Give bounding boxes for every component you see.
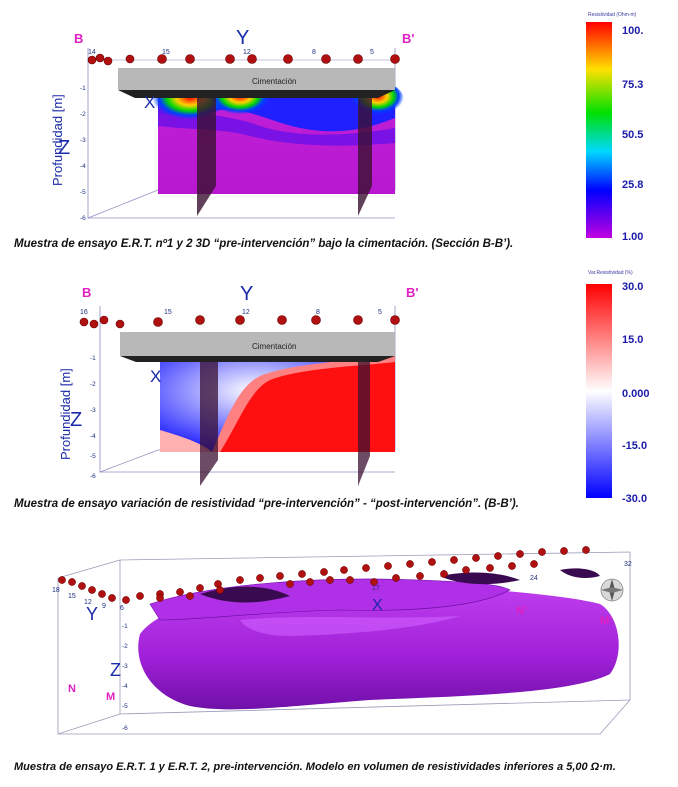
axis-x-label: X bbox=[144, 93, 155, 112]
electrode-number: 6 bbox=[120, 605, 124, 612]
electrode-row bbox=[87, 53, 400, 66]
electrode-number: 15 bbox=[162, 49, 170, 56]
depth-tick: -4 bbox=[80, 163, 86, 170]
resistivity-colorbar: Resistividad (Ohm-m) 100. 75.3 50.5 25.8… bbox=[586, 12, 643, 243]
electrode-number: 24 bbox=[530, 575, 538, 582]
axis-y-label: Y bbox=[240, 283, 253, 305]
depth-tick: -6 bbox=[90, 473, 96, 480]
depth-tick: -2 bbox=[80, 111, 86, 118]
variation-colorbar: Var.Resistividad (%) 30.0 15.0 0.000 -15… bbox=[586, 270, 650, 505]
section-n-right-label: N’ bbox=[516, 605, 527, 617]
depth-tick: -3 bbox=[122, 663, 128, 670]
axis-y-label: Y bbox=[236, 27, 249, 49]
section-start-label: B bbox=[74, 31, 83, 46]
depth-tick: -1 bbox=[122, 623, 128, 630]
colorbar-tick: 1.00 bbox=[622, 231, 643, 243]
electrode-number: 12 bbox=[84, 599, 92, 606]
electrode-number: 9 bbox=[102, 603, 106, 610]
figure-3: 18 15 12 9 6 17 24 32 -1 -2 -3 -4 -5 -6 … bbox=[0, 520, 678, 787]
depth-tick: -4 bbox=[90, 433, 96, 440]
depth-tick: -2 bbox=[90, 381, 96, 388]
compass-icon bbox=[600, 578, 624, 602]
volume-model-3d: 18 15 12 9 6 17 24 32 -1 -2 -3 -4 -5 -6 … bbox=[52, 546, 632, 735]
axis-z-label: Z bbox=[110, 660, 121, 680]
colorbar-tick: 0.000 bbox=[622, 388, 650, 400]
figure-1: Cimentación 14 15 12 8 5 -1 -2 -3 -4 -5 … bbox=[0, 0, 678, 260]
section-end-label: B' bbox=[406, 285, 418, 300]
electrode-number: 12 bbox=[242, 309, 250, 316]
foundation-label: Cimentación bbox=[252, 342, 296, 351]
electrode-number: 8 bbox=[312, 49, 316, 56]
electrode-number: 17 bbox=[372, 585, 380, 592]
colorbar-tick: 30.0 bbox=[622, 281, 643, 293]
figure-2-caption: Muestra de ensayo variación de resistivi… bbox=[14, 498, 519, 510]
depth-tick: -6 bbox=[80, 215, 86, 222]
colorbar-tick: 100. bbox=[622, 25, 643, 37]
axis-x-label: X bbox=[372, 597, 383, 614]
depth-tick: -3 bbox=[90, 407, 96, 414]
electrode-number: 5 bbox=[370, 49, 374, 56]
axis-y-label: Y bbox=[86, 604, 98, 624]
depth-tick: -5 bbox=[122, 703, 128, 710]
colorbar-title: Var.Resistividad (%) bbox=[588, 270, 633, 276]
electrode-number: 14 bbox=[88, 49, 96, 56]
electrode-number: 15 bbox=[164, 309, 172, 316]
colorbar-tick: 75.3 bbox=[622, 79, 643, 91]
colorbar-title: Resistividad (Ohm-m) bbox=[588, 12, 637, 18]
depth-tick: -3 bbox=[80, 137, 86, 144]
colorbar-tick: -30.0 bbox=[622, 493, 647, 505]
depth-tick: -1 bbox=[90, 355, 96, 362]
depth-tick: -6 bbox=[122, 725, 128, 732]
depth-tick: -5 bbox=[90, 453, 96, 460]
section-n-left-label: N bbox=[68, 683, 76, 695]
foundation-label: Cimentación bbox=[252, 77, 296, 86]
figure-2: Cimentación 16 15 12 8 5 -1 -2 -3 -4 -5 … bbox=[0, 262, 678, 520]
electrode-number: 16 bbox=[80, 309, 88, 316]
electrode-number: 12 bbox=[243, 49, 251, 56]
section-start-label: B bbox=[82, 285, 91, 300]
axis-z-label: Z bbox=[70, 409, 82, 431]
depth-tick: -1 bbox=[80, 85, 86, 92]
section-m-right-label: M’ bbox=[600, 615, 612, 627]
electrode-cloud bbox=[58, 546, 590, 604]
colorbar-tick: -15.0 bbox=[622, 440, 647, 452]
section-end-label: B' bbox=[402, 31, 414, 46]
depth-tick: -4 bbox=[122, 683, 128, 690]
depth-tick: -2 bbox=[122, 643, 128, 650]
electrode-row bbox=[79, 315, 400, 329]
depth-axis-label: Profundidad [m] bbox=[58, 368, 73, 460]
resistivity-variation-section: Cimentación 16 15 12 8 5 -1 -2 -3 -4 -5 … bbox=[58, 283, 418, 486]
electrode-number: 5 bbox=[378, 309, 382, 316]
depth-tick: -5 bbox=[80, 189, 86, 196]
electrode-number: 32 bbox=[624, 561, 632, 568]
ert-section-pre: Cimentación 14 15 12 8 5 -1 -2 -3 -4 -5 … bbox=[50, 27, 414, 222]
colorbar-tick: 25.8 bbox=[622, 179, 643, 191]
axis-x-label: X bbox=[150, 367, 161, 386]
axis-z-label: Z bbox=[58, 137, 70, 159]
electrode-number: 18 bbox=[52, 587, 60, 594]
depth-axis-label: Profundidad [m] bbox=[50, 94, 65, 186]
section-m-left-label: M bbox=[106, 691, 115, 703]
colorbar-tick: 50.5 bbox=[622, 129, 643, 141]
figure-3-caption: Muestra de ensayo E.R.T. 1 y E.R.T. 2, p… bbox=[14, 761, 616, 773]
figure-1-caption: Muestra de ensayo E.R.T. nº1 y 2 3D “pre… bbox=[14, 238, 514, 250]
electrode-number: 8 bbox=[316, 309, 320, 316]
colorbar-tick: 15.0 bbox=[622, 334, 643, 346]
electrode-number: 15 bbox=[68, 593, 76, 600]
